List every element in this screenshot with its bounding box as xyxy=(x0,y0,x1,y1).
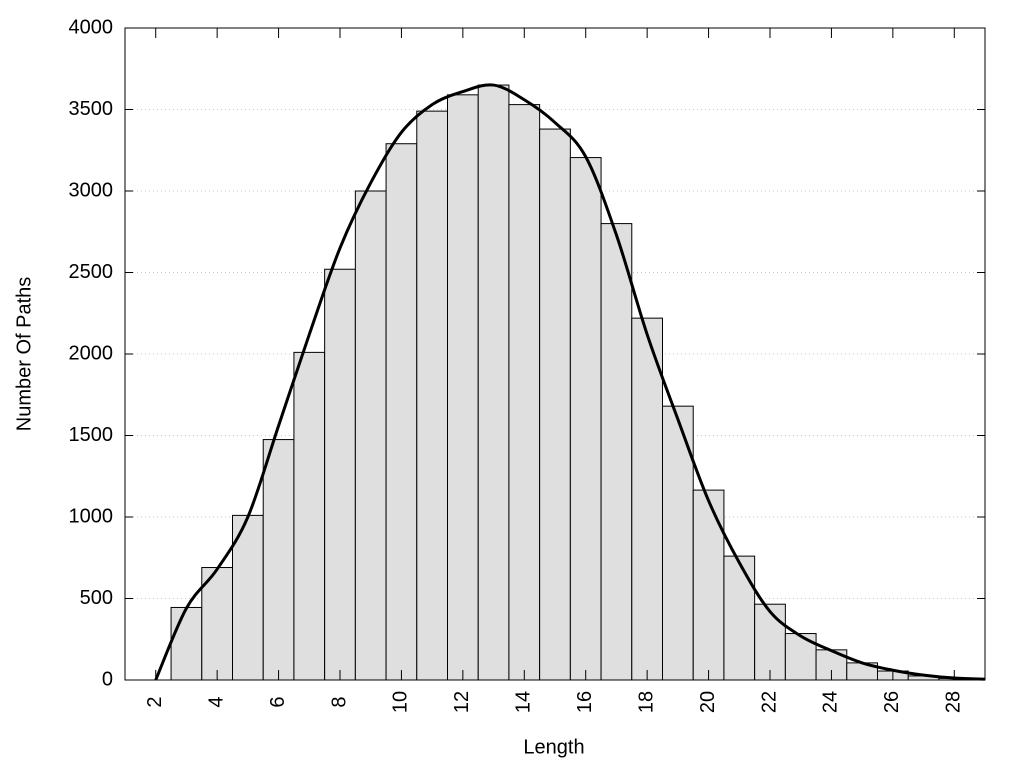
bar xyxy=(416,110,448,681)
bar xyxy=(324,268,356,681)
y-tick-label: 4000 xyxy=(69,16,114,38)
bar xyxy=(262,439,295,681)
y-tick-label: 0 xyxy=(102,668,113,690)
y-tick-label: 2000 xyxy=(69,342,114,364)
y-tick-label: 500 xyxy=(80,587,113,609)
x-tick-label: 22 xyxy=(758,691,780,713)
bar xyxy=(723,555,756,681)
bar xyxy=(539,128,571,681)
y-tick-label: 1500 xyxy=(69,424,114,446)
x-tick-label: 14 xyxy=(513,691,535,713)
bar xyxy=(569,157,602,681)
x-tick-label: 18 xyxy=(635,691,657,713)
x-axis-label: Length xyxy=(523,736,584,758)
bar xyxy=(692,489,725,681)
x-tick-label: 4 xyxy=(205,696,227,707)
bar xyxy=(354,190,387,681)
curve xyxy=(154,83,986,681)
bar xyxy=(385,143,418,681)
bar xyxy=(631,317,663,681)
x-tick-label: 26 xyxy=(881,691,903,713)
bar xyxy=(170,606,203,681)
x-tick-label: 28 xyxy=(943,691,965,713)
y-axis-label: Number Of Paths xyxy=(13,277,35,432)
y-tick-label: 3500 xyxy=(69,98,114,120)
bar xyxy=(477,84,510,681)
x-tick-label: 10 xyxy=(390,691,412,713)
y-tick-label: 2500 xyxy=(69,261,114,283)
x-tick-label: 8 xyxy=(328,696,350,707)
bar xyxy=(293,351,326,681)
x-tick-label: 16 xyxy=(574,691,596,713)
y-tick-label: 1000 xyxy=(69,505,114,527)
x-tick-label: 20 xyxy=(697,691,719,713)
bar xyxy=(662,405,694,681)
x-tick-label: 24 xyxy=(820,691,842,713)
bar xyxy=(754,603,786,681)
y-tick-label: 3000 xyxy=(69,179,114,201)
x-tick-label: 2 xyxy=(144,696,166,707)
x-tick-label: 6 xyxy=(267,696,289,707)
bar xyxy=(600,223,633,681)
bar xyxy=(508,104,541,681)
x-tick-label: 12 xyxy=(451,691,473,713)
bar xyxy=(447,94,479,681)
plot-frame xyxy=(124,27,986,681)
